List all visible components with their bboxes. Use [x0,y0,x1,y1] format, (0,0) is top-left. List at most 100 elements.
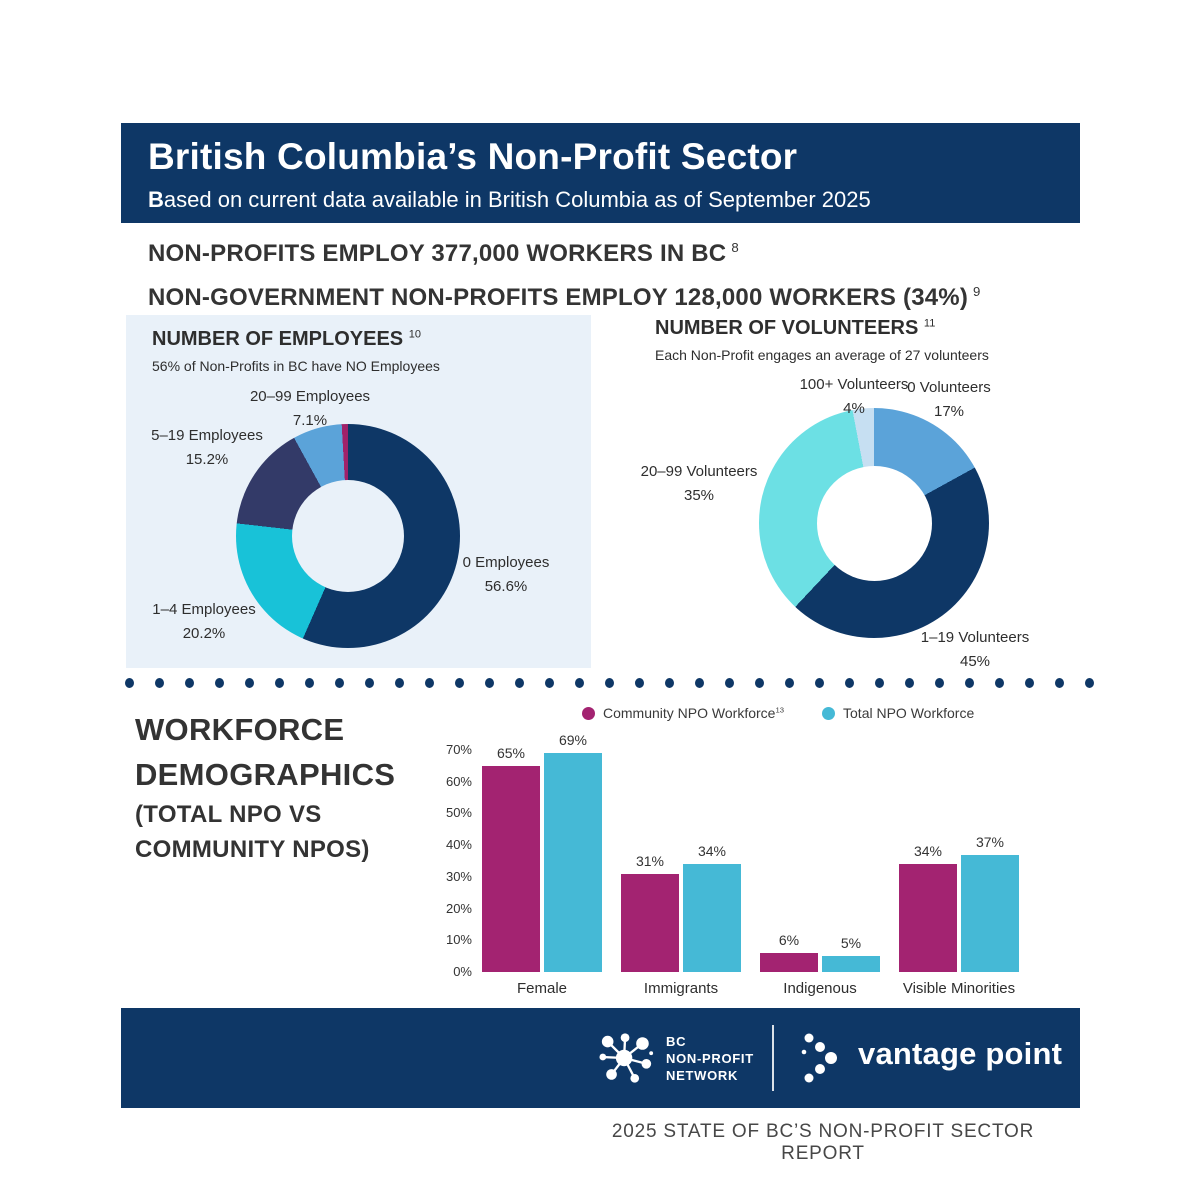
bar-group-female: 65% 69% Female [482,732,602,997]
employees-donut-chart [236,424,460,648]
bar: 65% [482,745,540,972]
y-axis-tick: 60% [445,773,472,789]
divider-dot [845,678,854,688]
volunteers-slice-label-0: 0 Volunteers 17% [901,376,997,424]
employees-donut-hole [292,480,404,592]
bar-group-immigrants: 31% 34% Immigrants [621,750,741,997]
stat-ngo-workers-text: NON-GOVERNMENT NON-PROFITS EMPLOY 128,00… [148,284,969,311]
legend-item-community: Community NPO Workforce13 [582,705,784,721]
slice-value: 35% [683,487,715,504]
divider-dot [185,678,194,688]
slice-label: 1–4 Employees [152,601,256,618]
divider-dot [695,678,704,688]
workforce-section-title: WORKFORCE DEMOGRAPHICS (TOTAL NPO VS COM… [135,707,395,867]
bar: 34% [899,843,957,972]
bar-category-label: Immigrants [643,980,719,997]
vantage-point-wordmark: vantage point [858,1036,1063,1071]
employees-slice-label-5-19: 5–19 Employees 15.2% [132,424,282,472]
legend-dot-icon [822,706,836,720]
bc-network-molecule-icon [599,1033,654,1083]
employees-chart-title: NUMBER OF EMPLOYEES 10 [152,328,421,351]
subtitle-lead: B [148,187,164,212]
divider-dot [305,678,314,688]
divider-dot [215,678,224,688]
bar-value-label: 31% [635,852,665,869]
divider-dot [155,678,164,688]
bar-category-label: Female [516,980,568,997]
bar: 34% [683,843,741,972]
legend-dot-icon [582,706,595,720]
bar-value-label: 34% [697,843,727,860]
footnote-10: 10 [408,328,421,341]
slice-label: 100+ Volunteers [799,376,909,393]
slice-label: 20–99 Employees [249,388,371,405]
bar: 5% [822,935,880,972]
slice-label: 0 Volunteers [907,379,991,396]
workforce-title-line3: (TOTAL NPO VS [135,801,322,828]
footnote-9: 9 [973,284,981,299]
divider-dot [485,678,494,688]
bar: 37% [961,834,1019,972]
volunteers-donut-chart [759,408,989,638]
divider-dot [335,678,344,688]
bar-value-label: 6% [778,932,800,948]
volunteers-chart-subtitle: Each Non-Profit engages an average of 27… [655,347,989,363]
divider-dot [245,678,254,688]
volunteers-chart-title: NUMBER OF VOLUNTEERS 11 [655,317,935,340]
stat-workers: NON-PROFITS EMPLOY 377,000 WORKERS IN BC… [148,240,981,268]
header-band: British Columbia’s Non-Profit Sector Bas… [121,123,1080,223]
volunteers-title-text: NUMBER OF VOLUNTEERS [655,317,919,339]
legend-item-total: Total NPO Workforce [822,705,974,721]
footnote-11: 11 [923,317,936,330]
slice-value: 4% [843,400,865,417]
stat-ngo-workers: NON-GOVERNMENT NON-PROFITS EMPLOY 128,00… [148,284,981,312]
bar-value-label: 65% [496,744,526,761]
volunteers-slice-label-20-99: 20–99 Volunteers 35% [639,460,759,508]
volunteers-donut-hole [816,465,932,581]
bar-value-label: 34% [913,843,943,860]
y-axis-tick: 10% [445,932,472,948]
footnote-13: 13 [775,705,785,715]
bar-value-label: 37% [975,833,1005,850]
divider-dot [395,678,404,688]
report-title-line: 2025 STATE OF BC’S NON-PROFIT SECTOR REP… [611,1121,1035,1164]
divider-dot [275,678,284,688]
legend-label: Community NPO Workforce13 [603,705,784,721]
slice-value: 7.1% [292,412,328,429]
slice-value: 20.2% [182,625,226,642]
bar-group-indigenous: 6% 5% Indigenous [760,750,880,997]
divider-dot [425,678,434,688]
slice-value: 17% [933,403,965,420]
divider-dot [545,678,554,688]
headline-stats: NON-PROFITS EMPLOY 377,000 WORKERS IN BC… [148,240,981,328]
bc-logo-line1: BC [666,1034,687,1049]
workforce-title-line1: WORKFORCE [135,712,345,747]
bc-logo-line2: NON-PROFIT [666,1051,754,1066]
workforce-title-line4: COMMUNITY NPOS) [135,836,370,863]
divider-dot [965,678,974,688]
divider-dot [755,678,764,688]
footnote-8: 8 [731,240,739,255]
divider-dot [575,678,584,688]
employees-title-text: NUMBER OF EMPLOYEES [152,328,404,350]
divider-dot [1085,678,1094,688]
employees-slice-label-20-99: 20–99 Employees 7.1% [225,385,395,433]
divider-dot [785,678,794,688]
divider-dot [635,678,644,688]
page-subtitle: Based on current data available in Briti… [148,187,1080,213]
slice-label: 1–19 Volunteers [920,629,1030,646]
divider-dot [875,678,884,688]
dotted-divider [125,678,1105,688]
volunteers-slice-label-1-19: 1–19 Volunteers 45% [915,626,1035,674]
bar-chart-legend: Community NPO Workforce13 Total NPO Work… [582,705,974,721]
divider-dot [605,678,614,688]
page-title: British Columbia’s Non-Profit Sector [148,136,798,177]
divider-dot [815,678,824,688]
workforce-bar-chart: 70% 60% 50% 40% 30% 20% 10% 0% 65% 69% Female 31% 3… [438,732,1038,1003]
legend-label-text: Total NPO Workforce [843,705,975,721]
divider-dot [515,678,524,688]
y-axis-tick: 70% [445,742,472,757]
stat-workers-text: NON-PROFITS EMPLOY 377,000 WORKERS IN BC [148,240,727,267]
subtitle-rest: ased on current data available in Britis… [163,187,871,212]
